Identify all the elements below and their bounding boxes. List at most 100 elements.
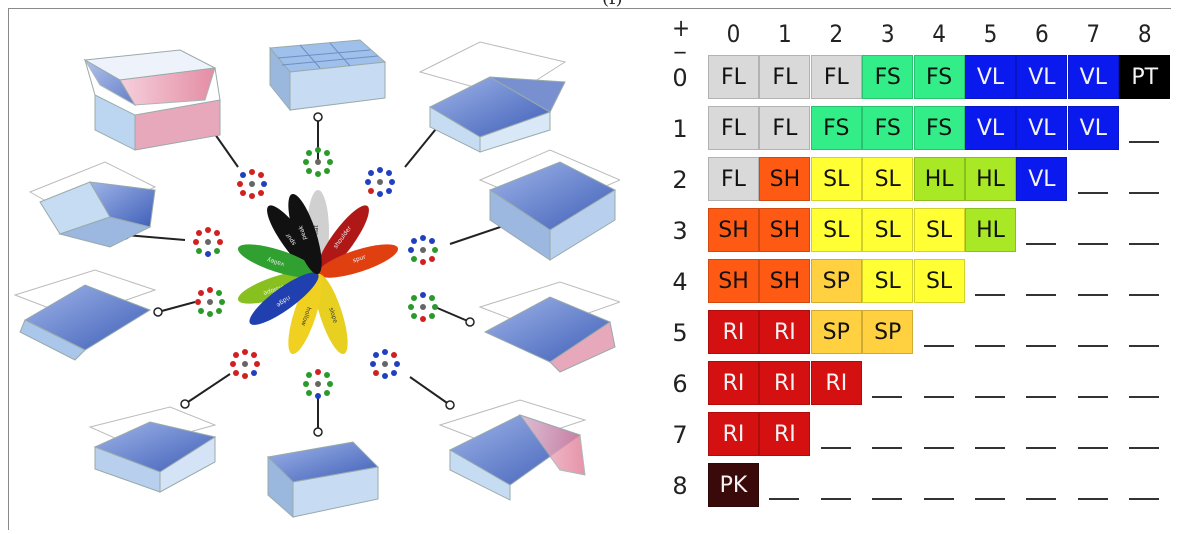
table-cell-sp: SP: [810, 259, 862, 303]
table-cell-sh: SH: [708, 259, 759, 303]
row-header: 6: [672, 370, 688, 398]
empty-cell-marker: [1129, 498, 1160, 500]
table-cell-ri: RI: [759, 412, 811, 456]
empty-cell-marker: [1129, 141, 1160, 143]
empty-cell-marker: [1026, 294, 1057, 296]
empty-cell-marker: [872, 396, 903, 398]
empty-cell-marker: [872, 447, 903, 449]
corner-minus: _: [674, 26, 686, 54]
column-header: 4: [932, 20, 946, 48]
table-cell-pk: PK: [708, 463, 759, 507]
table-cell-sh: SH: [759, 259, 811, 303]
empty-cell-marker: [769, 498, 800, 500]
table-cell-vl: VL: [1016, 106, 1068, 150]
row-header: 2: [672, 166, 688, 194]
empty-cell-marker: [923, 345, 954, 347]
table-cell-fs: FS: [913, 106, 965, 150]
page-frame: [8, 8, 1171, 530]
empty-cell-marker: [1129, 294, 1160, 296]
table-cell-ri: RI: [708, 310, 759, 354]
empty-cell-marker: [1077, 192, 1108, 194]
landform-petal: valley: [237, 244, 319, 278]
table-cell-fs: FS: [913, 55, 965, 99]
column-header: 3: [880, 20, 895, 48]
table-cell-sl: SL: [810, 208, 862, 252]
table-cell-ri: RI: [708, 412, 759, 456]
empty-cell-marker: [820, 498, 851, 500]
petal-label: flat: [313, 224, 320, 234]
column-header: 0: [726, 20, 741, 48]
empty-cell-marker: [975, 345, 1005, 347]
column-header: 5: [983, 20, 998, 48]
table-cell-ri: RI: [708, 361, 759, 405]
table-cell-fs: FS: [862, 106, 914, 150]
table-cell-hl: HL: [913, 157, 965, 201]
table-cell-vl: VL: [1016, 157, 1068, 201]
empty-cell-marker: [975, 498, 1005, 500]
petal-label: peak: [297, 224, 308, 241]
table-cell-sl: SL: [862, 259, 914, 303]
empty-cell-marker: [1026, 243, 1057, 245]
table-cell-fl: FL: [708, 157, 759, 201]
table-cell-ri: RI: [810, 361, 862, 405]
empty-cell-marker: [1129, 345, 1160, 347]
empty-cell-marker: [923, 498, 954, 500]
table-cell-sh: SH: [759, 208, 811, 252]
empty-cell-marker: [923, 447, 954, 449]
empty-cell-marker: [1077, 498, 1108, 500]
table-cell-vl: VL: [1067, 106, 1119, 150]
table-cell-hl: HL: [965, 157, 1016, 201]
empty-cell-marker: [923, 396, 954, 398]
table-cell-fs: FS: [810, 106, 862, 150]
landform-petal: slope: [314, 273, 348, 355]
empty-cell-marker: [975, 396, 1005, 398]
table-cell-sl: SL: [862, 157, 914, 201]
table-cell-fl: FL: [708, 106, 759, 150]
row-header: 0: [672, 64, 688, 92]
petal-label: slope: [327, 307, 339, 325]
empty-cell-marker: [872, 498, 903, 500]
landform-petal: shoulder: [316, 205, 369, 275]
empty-cell-marker: [1077, 396, 1108, 398]
row-header: 8: [672, 472, 688, 500]
geomorphon-illustration: flat spur shoulder spur slope hollow footslope…: [10, 12, 622, 530]
table-cell-vl: VL: [1016, 55, 1068, 99]
empty-cell-marker: [975, 294, 1005, 296]
table-cell-vl: VL: [1067, 55, 1119, 99]
empty-cell-marker: [1026, 396, 1057, 398]
landform-petal: spur: [317, 244, 399, 278]
terrain-surface-thumbnails: [13, 39, 622, 519]
table-cell-ri: RI: [759, 361, 811, 405]
row-header: 1: [672, 115, 688, 143]
empty-cell-marker: [1129, 192, 1160, 194]
empty-cell-marker: [820, 447, 851, 449]
table-cell-fl: FL: [810, 55, 862, 99]
column-header: 1: [778, 20, 792, 48]
row-header: 5: [672, 319, 688, 347]
table-cell-pt: PT: [1119, 55, 1171, 99]
table-cell-sp: SP: [862, 310, 914, 354]
row-header: 4: [672, 268, 688, 296]
row-header: 7: [672, 421, 688, 449]
empty-cell-marker: [1077, 243, 1108, 245]
landform-petal: ridge: [249, 272, 319, 325]
column-header: 8: [1137, 20, 1152, 48]
neighbourhood-patterns: [193, 147, 438, 399]
empty-cell-marker: [1077, 345, 1108, 347]
figure-panel-label: (f): [602, 0, 623, 9]
landform-petal: hollow: [288, 273, 322, 355]
table-cell-sl: SL: [913, 259, 965, 303]
table-cell-sl: SL: [913, 208, 965, 252]
table-cell-fl: FL: [759, 106, 811, 150]
table-cell-fl: FL: [759, 55, 811, 99]
table-cell-sh: SH: [708, 208, 759, 252]
table-cell-sh: SH: [759, 157, 811, 201]
table-cell-vl: VL: [965, 106, 1016, 150]
empty-cell-marker: [1077, 294, 1108, 296]
petal-label: spur: [352, 253, 367, 264]
empty-cell-marker: [975, 447, 1005, 449]
table-cell-hl: HL: [965, 208, 1016, 252]
